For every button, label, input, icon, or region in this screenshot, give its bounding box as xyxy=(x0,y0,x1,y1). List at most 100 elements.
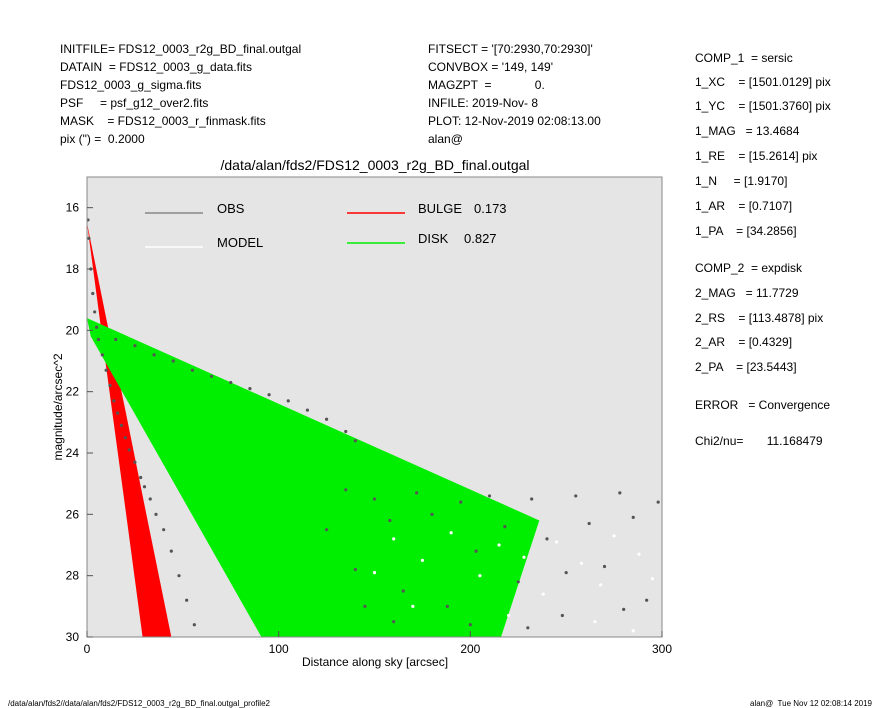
header-left-line: MASK = FDS12_0003_r_finmask.fits xyxy=(60,114,266,128)
point xyxy=(133,344,137,348)
point xyxy=(104,368,108,372)
point xyxy=(392,620,396,624)
point xyxy=(530,497,534,501)
point xyxy=(190,368,195,372)
point xyxy=(574,494,578,498)
point xyxy=(593,620,597,624)
point xyxy=(656,500,660,504)
point xyxy=(564,571,568,575)
parameter-line: 1_N = [1.9170] xyxy=(695,174,787,188)
point xyxy=(93,310,97,314)
point xyxy=(119,423,124,427)
point xyxy=(602,564,607,569)
legend-label: BULGE xyxy=(418,201,462,216)
parameter-line: 2_RS = [113.4878] pix xyxy=(695,311,823,325)
plot-marks xyxy=(87,218,660,637)
point xyxy=(209,374,214,378)
y-tick-label: 30 xyxy=(66,630,80,644)
y-tick-label: 20 xyxy=(66,323,80,337)
point xyxy=(411,604,415,608)
x-tick-label: 100 xyxy=(269,642,289,656)
parameter-line: 2_AR = [0.4329] xyxy=(695,335,792,349)
header-middle-line: alan@ xyxy=(428,132,463,146)
band-disk xyxy=(87,318,540,637)
point xyxy=(91,291,95,296)
point xyxy=(522,555,526,559)
point xyxy=(445,604,449,608)
point xyxy=(363,604,367,608)
header-left-line: FDS12_0003_g_sigma.fits xyxy=(60,78,201,92)
point xyxy=(229,380,233,385)
point xyxy=(353,439,357,443)
point xyxy=(353,567,357,572)
y-tick-label: 26 xyxy=(66,507,80,521)
point xyxy=(599,583,603,587)
parameter-line: ERROR = Convergence xyxy=(695,398,830,412)
point xyxy=(324,417,329,421)
point xyxy=(631,515,635,520)
point xyxy=(612,534,616,538)
point xyxy=(560,613,564,618)
parameter-line: COMP_2 = expdisk xyxy=(695,261,803,275)
point xyxy=(401,589,405,593)
point xyxy=(507,613,511,618)
point xyxy=(154,512,158,516)
y-tick-label: 18 xyxy=(66,262,80,276)
point xyxy=(344,488,348,492)
legend-label: DISK xyxy=(418,231,449,246)
point xyxy=(478,574,482,578)
header-left-line: pix (") = 0.2000 xyxy=(60,132,145,146)
point xyxy=(420,558,425,562)
parameter-line: 2_PA = [23.5443] xyxy=(695,360,797,374)
point xyxy=(112,399,116,403)
parameter-line: 1_AR = [0.7107] xyxy=(695,199,792,213)
point xyxy=(116,411,120,415)
parameter-line: 1_XC = [1501.0129] pix xyxy=(695,75,831,89)
point xyxy=(415,491,419,495)
point xyxy=(579,561,584,566)
point xyxy=(152,353,156,357)
point xyxy=(459,500,463,504)
header-left-line: INITFILE= FDS12_0003_r2g_BD_final.outgal xyxy=(60,42,301,56)
point xyxy=(139,475,143,480)
point xyxy=(344,429,348,434)
x-tick-label: 0 xyxy=(84,642,91,656)
point xyxy=(286,399,290,403)
point xyxy=(96,337,101,342)
point xyxy=(305,408,310,412)
point xyxy=(474,549,478,553)
point xyxy=(133,460,137,464)
header-middle-line: PLOT: 12-Nov-2019 02:08:13.00 xyxy=(428,114,601,128)
point xyxy=(177,574,181,578)
point xyxy=(650,577,655,581)
parameter-line: COMP_1 = sersic xyxy=(695,51,793,65)
footer-left: /data/alan/fds2//data/alan/fds2/FDS12_00… xyxy=(8,699,271,708)
point xyxy=(468,623,472,627)
point xyxy=(192,623,196,627)
point xyxy=(587,521,591,526)
point xyxy=(392,537,396,541)
point xyxy=(449,531,453,535)
header-middle-line: CONVBOX = '149, 149' xyxy=(428,60,553,74)
point xyxy=(100,353,104,357)
x-tick-label: 200 xyxy=(460,642,480,656)
point xyxy=(372,497,377,501)
parameter-line: Chi2/nu= 11.168479 xyxy=(695,434,823,448)
point xyxy=(87,236,91,240)
y-axis-label: magnitude/arcsec^2 xyxy=(51,353,65,460)
point xyxy=(94,325,99,329)
x-tick-label: 300 xyxy=(652,642,672,656)
point xyxy=(631,629,635,633)
point xyxy=(148,497,152,501)
y-tick-label: 22 xyxy=(66,385,80,399)
parameter-line: 1_MAG = 13.4684 xyxy=(695,124,800,138)
point xyxy=(618,491,622,495)
point xyxy=(388,518,392,523)
point xyxy=(645,598,649,602)
point xyxy=(87,218,90,222)
point xyxy=(545,537,549,541)
point xyxy=(108,383,112,388)
legend-label: MODEL xyxy=(217,235,263,250)
point xyxy=(622,607,626,612)
